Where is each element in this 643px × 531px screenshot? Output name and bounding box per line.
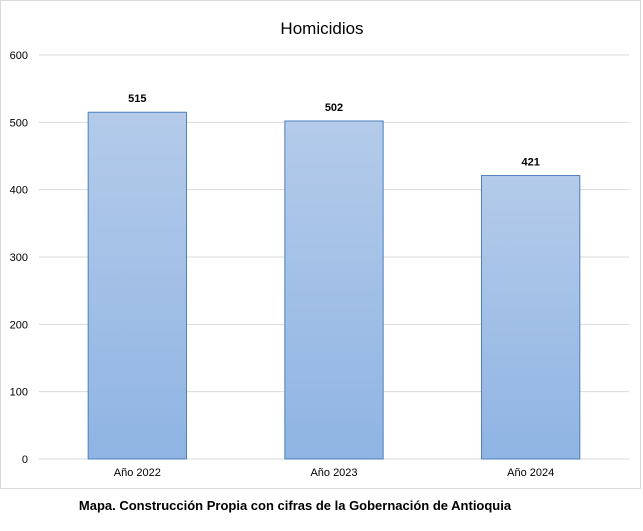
- data-label: 502: [325, 102, 343, 114]
- y-tick-label: 400: [10, 185, 28, 197]
- bar-1: [87, 111, 187, 460]
- y-tick-label: 100: [10, 387, 28, 399]
- y-axis-ticks: 0 100 200 300 400 500 600: [10, 50, 28, 466]
- y-tick-label: 0: [22, 454, 28, 466]
- bar-3: [481, 175, 581, 460]
- x-tick-label: Año 2022: [114, 467, 161, 479]
- x-axis-ticks: Año 2022 Año 2023 Año 2024: [114, 467, 554, 479]
- data-label: 421: [521, 157, 539, 169]
- bars: [87, 111, 581, 460]
- x-tick-label: Año 2024: [507, 467, 554, 479]
- figure-caption: Mapa. Construcción Propia con cifras de …: [78, 498, 512, 513]
- data-label: 515: [128, 93, 146, 105]
- chart-title: Homicidios: [280, 19, 363, 38]
- bar-chart: Homicidios 0 100 200 300 400 500 600 515 502 421…: [10, 19, 629, 479]
- y-tick-label: 300: [10, 252, 28, 264]
- y-tick-label: 200: [10, 319, 28, 331]
- y-tick-label: 500: [10, 117, 28, 129]
- data-labels: 515 502 421: [128, 93, 540, 168]
- y-tick-label: 600: [10, 50, 28, 62]
- x-tick-label: Año 2023: [310, 467, 357, 479]
- chart-frame: Homicidios 0 100 200 300 400 500 600 515 502 421…: [0, 0, 641, 489]
- bar-2: [284, 120, 384, 460]
